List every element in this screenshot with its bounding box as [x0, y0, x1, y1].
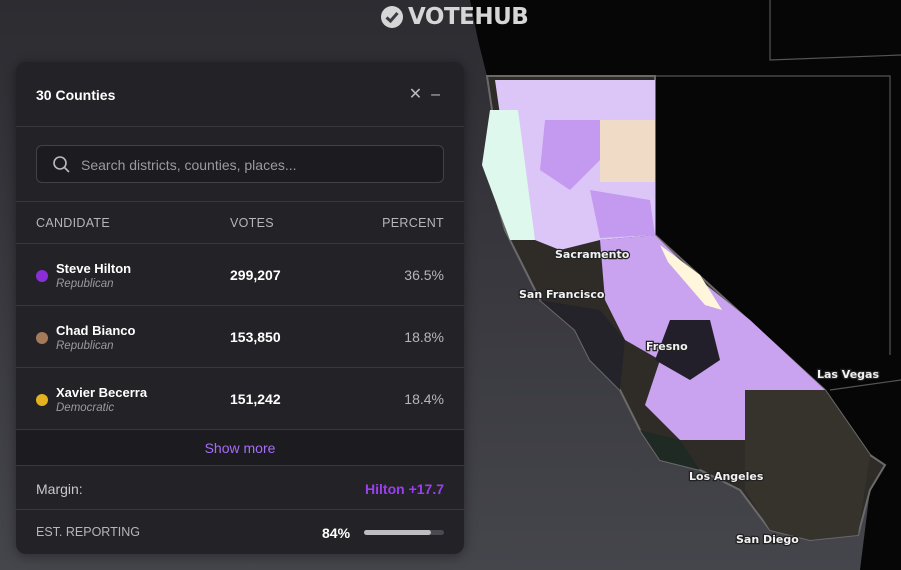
candidate-row: Xavier Becerra Democratic 151,242 18.4%	[16, 368, 464, 430]
panel-controls[interactable]: ✕ –	[408, 86, 440, 103]
region-north-b	[540, 120, 655, 238]
candidate-name: Xavier Becerra	[56, 385, 148, 400]
margin-label: Margin:	[36, 481, 83, 497]
region-cream	[660, 245, 722, 310]
candidate-name: Chad Bianco	[56, 323, 136, 338]
candidate-percent: 36.5%	[404, 267, 444, 283]
map-label: Sacramento	[555, 248, 630, 261]
party-dot	[36, 332, 48, 344]
region-coast	[640, 430, 700, 470]
party-dot	[36, 394, 48, 406]
brand: VOTEHUB	[380, 4, 529, 30]
show-more[interactable]: Show more	[16, 430, 464, 466]
map-label: San Francisco	[519, 288, 605, 301]
search-placeholder: Search districts, counties, places...	[81, 157, 297, 173]
land-neighbors	[470, 0, 901, 570]
brand-icon	[381, 6, 403, 28]
map-label: Las Vegas	[817, 368, 879, 381]
region-desert	[745, 390, 870, 540]
candidate-percent: 18.4%	[404, 391, 444, 407]
column-header: VOTES	[230, 216, 274, 230]
candidate-votes: 153,850	[230, 329, 281, 345]
reporting-track	[364, 530, 444, 535]
candidate-row: Chad Bianco Republican 153,850 18.8%	[16, 306, 464, 368]
candidate-name: Steve Hilton	[56, 261, 132, 276]
party-dot	[36, 270, 48, 282]
margin-row: Margin: Hilton +17.7	[16, 466, 464, 510]
candidate-party: Republican	[56, 278, 114, 290]
map-label: San Diego	[736, 533, 799, 546]
state-borders	[655, 0, 901, 391]
search-icon	[53, 156, 70, 173]
candidate-party: Republican	[56, 340, 114, 352]
candidate-votes: 151,242	[230, 391, 281, 407]
reporting-bar	[364, 530, 432, 535]
table-header: CANDIDATE VOTES PERCENT	[16, 201, 464, 244]
margin-value: Hilton +17.7	[365, 481, 444, 497]
region-dark	[655, 320, 720, 380]
panel-header: 30 Counties ✕ –	[16, 62, 464, 127]
panel-title: 30 Counties	[36, 87, 116, 103]
map-label: Fresno	[646, 340, 688, 353]
reporting-row: EST. REPORTING 84%	[16, 510, 464, 554]
region-mint	[482, 110, 535, 240]
candidate-row: Steve Hilton Republican 299,207 36.5%	[16, 244, 464, 306]
reporting-value: 84%	[322, 525, 351, 541]
results-panel: 30 Counties ✕ – Search districts, counti…	[16, 62, 464, 554]
brand-name: VOTEHUB	[408, 4, 529, 30]
candidate-percent: 18.8%	[404, 329, 444, 345]
candidate-party: Democratic	[56, 402, 115, 414]
region-bay	[540, 300, 625, 390]
map-label: Los Angeles	[689, 470, 764, 483]
candidate-votes: 299,207	[230, 267, 281, 283]
column-header: PERCENT	[382, 216, 444, 230]
search-box[interactable]: Search districts, counties, places...	[36, 145, 444, 183]
reporting-label: EST. REPORTING	[36, 525, 140, 539]
region-tan	[600, 120, 655, 182]
column-header: CANDIDATE	[36, 216, 111, 230]
